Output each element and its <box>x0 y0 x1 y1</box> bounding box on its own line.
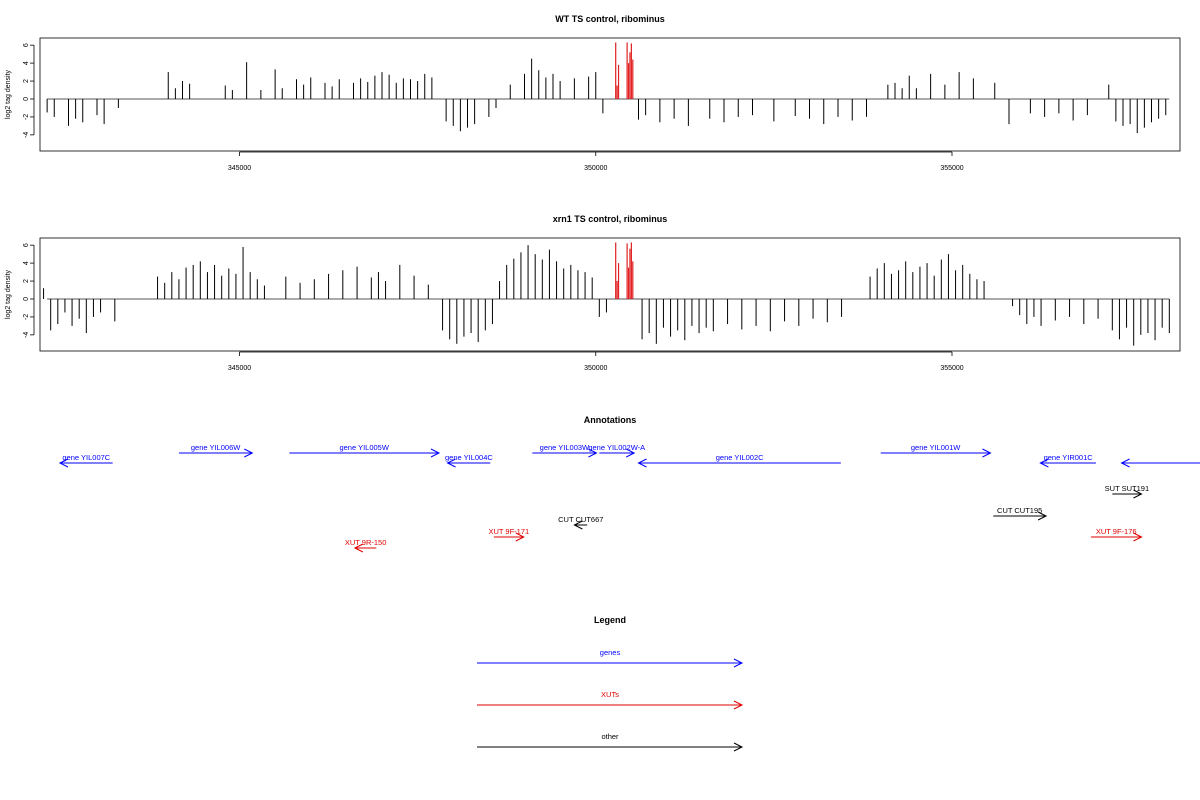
annotation-feature <box>1120 458 1200 468</box>
annotation-feature: gene YIR001C <box>1039 453 1096 468</box>
y-tick-label: -2 <box>23 314 30 320</box>
y-axis-label: log2 tag density <box>5 269 12 319</box>
arrow-head <box>515 532 525 542</box>
arrow-head <box>1133 489 1143 499</box>
y-tick-label: -4 <box>23 132 30 138</box>
annotation-feature: gene YIL001W <box>880 443 992 458</box>
plot-frame <box>39 237 1181 352</box>
annotation-feature: XUT 9F-171 <box>488 527 529 542</box>
arrow-head <box>1120 458 1130 468</box>
xrn1-density-panel: xrn1 TS control, ribominus -4 -2 0 2 4 6 log2 t… <box>5 214 1181 372</box>
arrow-head <box>430 448 441 458</box>
arrow-head <box>588 448 598 458</box>
arrow-head <box>1133 532 1143 542</box>
x-tick-label: 355000 <box>940 365 963 372</box>
annotation-feature: gene YIL002C <box>637 453 841 468</box>
annotation-label: gene YIL002C <box>716 453 764 462</box>
arrow-head <box>1037 511 1048 521</box>
y-axis-label: log2 tag density <box>5 69 12 119</box>
annotation-label: gene YIL001W <box>911 443 961 452</box>
annotation-feature: gene YIL003W <box>532 443 598 458</box>
annotation-feature: gene YIL006W <box>178 443 254 458</box>
annotation-feature: gene YIL004C <box>445 453 493 468</box>
annotation-label: XUT 9R-150 <box>345 538 387 547</box>
legend-item: genes <box>477 648 744 668</box>
legend-label: XUTs <box>601 690 619 699</box>
annotation-label: gene YIL002W-A <box>588 443 645 452</box>
arrow-head <box>573 520 583 530</box>
annotation-label: gene YIR001C <box>1044 453 1094 462</box>
annotation-label: CUT CUT667 <box>558 515 603 524</box>
annotation-label: gene YIL003W <box>540 443 590 452</box>
arrow-head <box>626 448 636 458</box>
x-tick-label: 355000 <box>940 165 963 172</box>
arrow-head <box>982 448 992 458</box>
legend-item: other <box>477 732 744 752</box>
annotation-label: gene YIL004C <box>445 453 493 462</box>
y-tick-label: -2 <box>23 114 30 120</box>
arrow-head <box>58 458 69 468</box>
arrow-head <box>733 658 744 668</box>
x-tick-label: 350000 <box>584 165 607 172</box>
annotations-title: Annotations <box>584 415 637 425</box>
arrow-head <box>637 458 647 468</box>
y-tick-label: 2 <box>23 279 30 283</box>
y-tick-label: -4 <box>23 332 30 338</box>
annotation-feature: SUT SUT191 <box>1105 484 1149 499</box>
arrow-head <box>446 458 456 468</box>
x-tick-label: 350000 <box>584 365 607 372</box>
annotation-feature: XUT 9R-150 <box>345 538 387 553</box>
annotation-feature: gene YIL005W <box>289 443 441 458</box>
annotation-feature: gene YIL002W-A <box>588 443 645 458</box>
arrow-head <box>1039 458 1049 468</box>
wt-density-panel: WT TS control, ribominus -4 -2 0 2 4 6 log2 tag… <box>5 14 1181 172</box>
chart-title: xrn1 TS control, ribominus <box>553 214 668 224</box>
y-tick-label: 4 <box>23 261 30 265</box>
y-tick-label: 2 <box>23 79 30 83</box>
y-tick-label: 6 <box>23 43 30 47</box>
x-tick-label: 345000 <box>228 165 251 172</box>
annotations-track: Annotations gene YIL007C gene YIL006W gene … <box>58 415 1200 553</box>
annotation-label: CUT CUT195 <box>997 506 1042 515</box>
arrow-head <box>244 448 254 458</box>
y-tick-label: 0 <box>23 297 30 301</box>
annotation-label: gene YIL007C <box>62 453 110 462</box>
legend-title: Legend <box>594 615 626 625</box>
annotation-label: XUT 9F-176 <box>1096 527 1137 536</box>
y-tick-label: 4 <box>23 61 30 65</box>
annotation-label: gene YIL006W <box>191 443 241 452</box>
arrow-head <box>733 700 744 710</box>
y-tick-label: 6 <box>23 243 30 247</box>
legend-label: genes <box>600 648 621 657</box>
annotation-label: gene YIL005W <box>339 443 389 452</box>
legend-label: other <box>601 732 619 741</box>
legend-item: XUTs <box>477 690 744 710</box>
annotation-feature: CUT CUT195 <box>993 506 1048 521</box>
y-tick-label: 0 <box>23 97 30 101</box>
arrow-head <box>733 742 744 752</box>
annotation-feature: gene YIL007C <box>58 453 113 468</box>
annotation-label: SUT SUT191 <box>1105 484 1149 493</box>
annotation-feature: CUT CUT667 <box>558 515 603 530</box>
arrow-head <box>353 543 364 553</box>
annotation-label: XUT 9F-171 <box>488 527 529 536</box>
x-tick-label: 345000 <box>228 365 251 372</box>
chart-title: WT TS control, ribominus <box>555 14 665 24</box>
plot-frame <box>39 37 1181 152</box>
annotation-feature: XUT 9F-176 <box>1090 527 1143 542</box>
legend: Legend genes XUTs other <box>477 615 744 752</box>
